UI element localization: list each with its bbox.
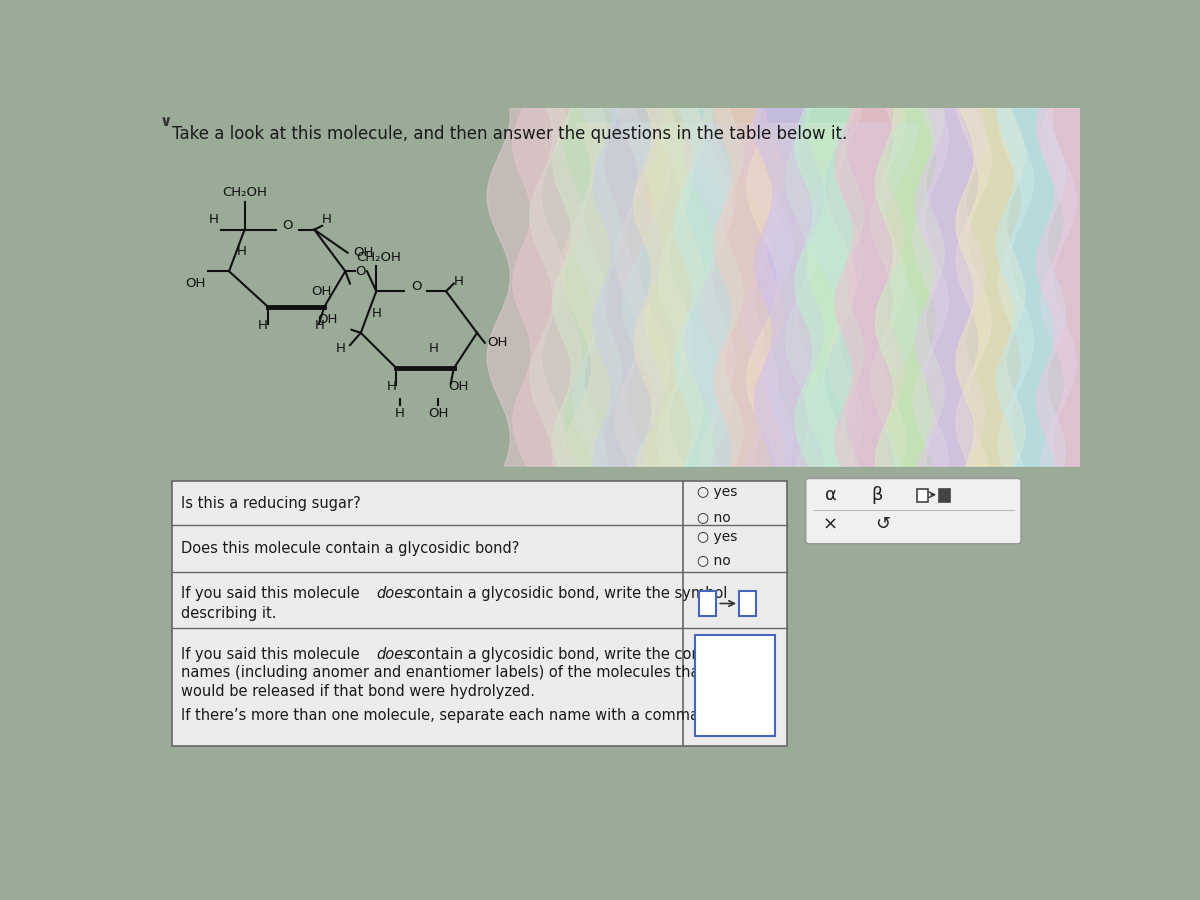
Text: H: H [209, 213, 218, 226]
Text: H: H [314, 319, 324, 331]
Polygon shape [956, 108, 1033, 466]
Polygon shape [786, 108, 863, 466]
Text: OH: OH [311, 284, 331, 298]
Polygon shape [572, 108, 650, 466]
Polygon shape [616, 108, 692, 466]
Text: H: H [454, 274, 463, 288]
Text: names (including anomer and enantiomer labels) of the molecules that: names (including anomer and enantiomer l… [181, 665, 706, 680]
Polygon shape [701, 108, 778, 466]
Polygon shape [1042, 108, 1118, 466]
Text: contain a glycosidic bond, write the common: contain a glycosidic bond, write the com… [404, 647, 738, 662]
Polygon shape [674, 108, 743, 466]
Text: OH: OH [186, 277, 206, 290]
Text: If you said this molecule: If you said this molecule [181, 586, 365, 601]
Polygon shape [529, 108, 607, 466]
Polygon shape [956, 108, 1025, 466]
Polygon shape [743, 108, 821, 466]
Text: α: α [824, 486, 836, 504]
Text: ○ yes: ○ yes [697, 530, 738, 544]
Text: If you said this molecule: If you said this molecule [181, 647, 365, 662]
Text: H: H [258, 319, 268, 331]
Text: H: H [371, 307, 382, 320]
Text: ○ yes: ○ yes [697, 485, 738, 499]
Text: O: O [355, 265, 366, 278]
Bar [917, 489, 928, 502]
Polygon shape [809, 123, 917, 466]
Text: contain a glycosidic bond, write the symbol: contain a glycosidic bond, write the sym… [404, 586, 727, 601]
Polygon shape [593, 108, 662, 466]
Text: ∨: ∨ [160, 114, 172, 130]
Text: OH: OH [487, 337, 508, 349]
Text: β: β [871, 486, 883, 504]
Text: OH: OH [428, 407, 449, 419]
Polygon shape [553, 108, 622, 466]
Polygon shape [876, 108, 944, 466]
Polygon shape [1037, 108, 1105, 466]
Polygon shape [487, 108, 565, 466]
Polygon shape [998, 108, 1076, 466]
Polygon shape [755, 108, 823, 466]
Polygon shape [746, 123, 856, 466]
Text: H: H [236, 245, 246, 258]
Bar [698, 591, 715, 616]
Polygon shape [623, 123, 731, 466]
Polygon shape [512, 108, 582, 466]
Polygon shape [913, 108, 991, 466]
Text: Is this a reducing sugar?: Is this a reducing sugar? [181, 496, 361, 511]
Text: OH: OH [317, 313, 337, 327]
Polygon shape [794, 108, 864, 466]
Bar [739, 591, 756, 616]
Text: Does this molecule contain a glycosidic bond?: Does this molecule contain a glycosidic … [181, 541, 520, 556]
Text: ↺: ↺ [875, 516, 890, 534]
Text: ○ no: ○ no [697, 510, 731, 525]
FancyBboxPatch shape [805, 479, 1021, 544]
Text: CH₂OH: CH₂OH [356, 250, 401, 264]
Text: ×: × [823, 516, 838, 534]
Polygon shape [658, 108, 736, 466]
Bar [695, 635, 775, 736]
Polygon shape [996, 108, 1066, 466]
Text: H: H [395, 407, 404, 419]
Polygon shape [871, 108, 948, 466]
Text: would be released if that bond were hydrolyzed.: would be released if that bond were hydr… [181, 684, 535, 698]
Polygon shape [685, 123, 793, 466]
Text: O: O [283, 219, 293, 231]
Bar [938, 489, 950, 502]
Text: If there’s more than one molecule, separate each name with a comma.: If there’s more than one molecule, separ… [181, 708, 703, 724]
Polygon shape [634, 108, 702, 466]
Text: H: H [336, 342, 346, 355]
Polygon shape [835, 108, 904, 466]
Text: does: does [377, 647, 412, 662]
Polygon shape [828, 108, 906, 466]
Text: H: H [322, 213, 332, 226]
Text: H: H [386, 380, 396, 393]
Polygon shape [714, 108, 784, 466]
Text: describing it.: describing it. [181, 606, 276, 621]
Text: ○ no: ○ no [697, 553, 731, 567]
Text: does: does [377, 586, 412, 601]
Text: H: H [428, 342, 438, 355]
Text: O: O [412, 280, 422, 293]
Text: OH: OH [353, 247, 373, 259]
Bar [172, 482, 787, 745]
Text: CH₂OH: CH₂OH [222, 186, 266, 199]
Text: OH: OH [449, 380, 469, 393]
Text: Take a look at this molecule, and then answer the questions in the table below i: Take a look at this molecule, and then a… [172, 125, 847, 143]
Polygon shape [560, 123, 670, 466]
Polygon shape [916, 108, 985, 466]
